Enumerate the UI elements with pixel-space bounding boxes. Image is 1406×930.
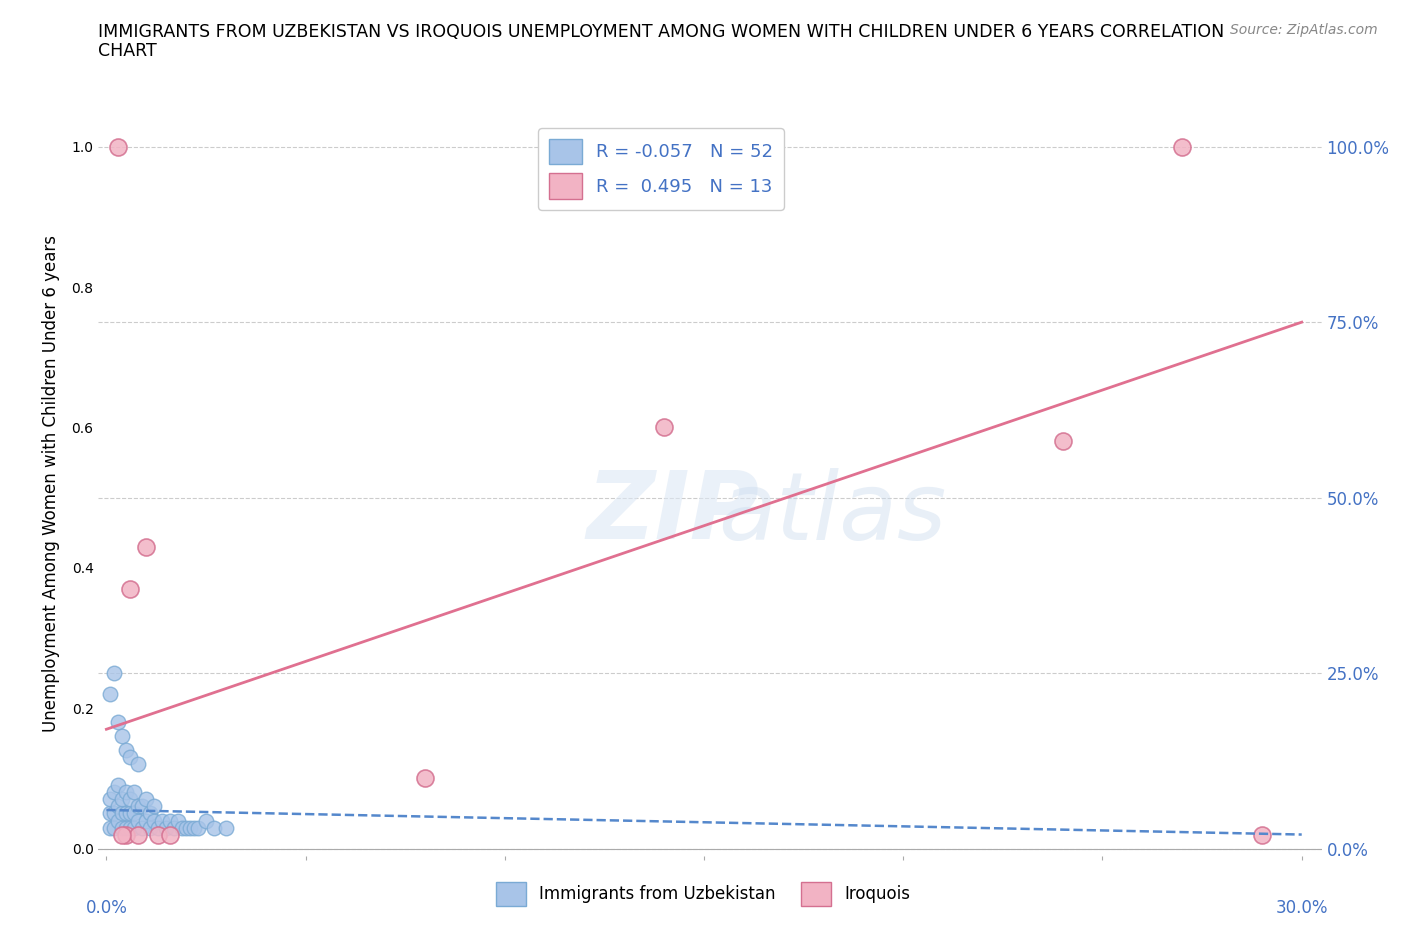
Point (1171, 140, 1194, 154)
Point (124, 820, 146, 835)
Point (124, 785, 146, 800)
Point (120, 806, 142, 821)
Text: 30.0%: 30.0% (1275, 898, 1329, 917)
Point (124, 806, 146, 821)
Point (115, 743, 138, 758)
Point (111, 820, 134, 835)
Point (195, 813, 218, 828)
Point (120, 581, 142, 596)
Point (107, 813, 129, 828)
Point (1052, 434, 1074, 449)
Text: CHART: CHART (98, 42, 157, 60)
Point (135, 813, 157, 828)
Point (111, 792, 134, 807)
Point (127, 827, 149, 842)
Legend: R = -0.057   N = 52, R =  0.495   N = 13: R = -0.057 N = 52, R = 0.495 N = 13 (538, 128, 785, 210)
Point (103, 666, 125, 681)
Point (115, 827, 138, 842)
Point (163, 820, 186, 835)
Point (107, 140, 129, 154)
Point (103, 806, 125, 821)
Point (135, 539, 157, 554)
Point (1250, 827, 1272, 842)
Point (111, 806, 134, 821)
Point (187, 820, 209, 835)
Point (159, 813, 181, 828)
Point (111, 729, 134, 744)
Point (115, 785, 138, 800)
Point (111, 827, 134, 842)
Point (127, 757, 149, 772)
Point (139, 806, 162, 821)
Y-axis label: Unemployment Among Women with Children Under 6 years: Unemployment Among Women with Children U… (42, 235, 60, 732)
Point (131, 799, 153, 814)
Point (150, 813, 173, 828)
Point (167, 813, 190, 828)
Point (143, 799, 166, 814)
Point (131, 820, 153, 835)
Point (127, 799, 149, 814)
Point (143, 813, 166, 828)
Point (202, 820, 225, 835)
Point (120, 750, 142, 764)
Point (100, 792, 122, 807)
Point (155, 820, 177, 835)
Text: 0.0%: 0.0% (86, 898, 128, 917)
Text: Source: ZipAtlas.com: Source: ZipAtlas.com (1230, 23, 1378, 37)
Point (148, 827, 170, 842)
Point (174, 820, 197, 835)
Point (103, 785, 125, 800)
Point (107, 799, 129, 814)
Point (127, 813, 149, 828)
Point (179, 820, 201, 835)
Point (107, 778, 129, 793)
Point (115, 820, 138, 835)
Point (652, 420, 675, 435)
Point (103, 820, 125, 835)
Point (215, 820, 238, 835)
Point (148, 820, 170, 835)
Text: atlas: atlas (718, 468, 946, 559)
Point (183, 820, 205, 835)
Point (100, 806, 122, 821)
Point (135, 792, 157, 807)
Point (159, 827, 181, 842)
Legend: Immigrants from Uzbekistan, Iroquois: Immigrants from Uzbekistan, Iroquois (489, 875, 917, 912)
Text: ZIP: ZIP (586, 468, 759, 559)
Text: IMMIGRANTS FROM UZBEKISTAN VS IROQUOIS UNEMPLOYMENT AMONG WOMEN WITH CHILDREN UN: IMMIGRANTS FROM UZBEKISTAN VS IROQUOIS U… (98, 23, 1225, 41)
Point (115, 806, 138, 821)
Point (120, 820, 142, 835)
Point (172, 820, 194, 835)
Point (413, 771, 436, 786)
Point (107, 715, 129, 730)
Point (100, 686, 122, 701)
Point (120, 792, 142, 807)
Point (139, 820, 162, 835)
Point (100, 820, 122, 835)
